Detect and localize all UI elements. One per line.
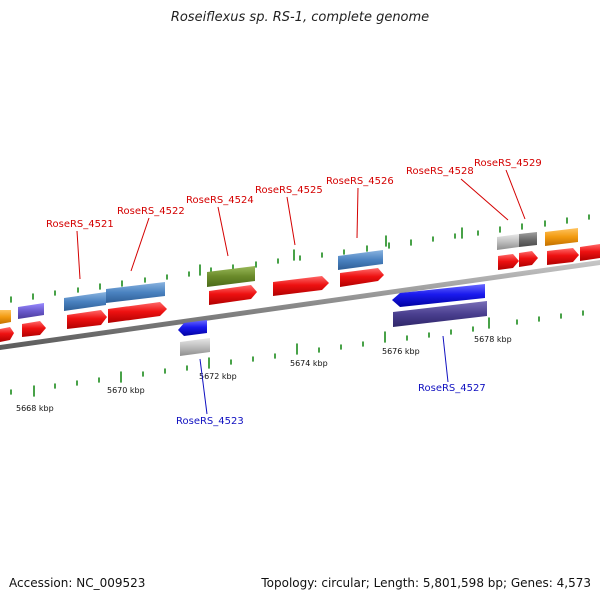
cds-blue-4527[interactable] (392, 284, 485, 307)
gene-label-4523[interactable]: RoseRS_4523 (176, 416, 244, 427)
leader-4527 (442, 335, 449, 383)
scale-label-5674: 5674 kbp (290, 359, 328, 368)
gene-label-4525[interactable]: RoseRS_4525 (255, 185, 323, 196)
genome-summary-text: Topology: circular; Length: 5,801,598 bp… (261, 576, 591, 590)
feature-gray-4523[interactable] (180, 338, 210, 356)
cds-red-4526[interactable] (340, 268, 384, 287)
cds-red-right-edge[interactable] (580, 244, 600, 261)
leader-4528 (460, 178, 509, 221)
leader-4526 (356, 187, 359, 239)
scale-label-5670: 5670 kbp (107, 386, 145, 395)
cds-red-4528[interactable] (498, 254, 519, 270)
leader-4522 (130, 217, 150, 272)
cds-red-left-edge[interactable] (0, 327, 14, 342)
cds-red-4521[interactable] (67, 310, 107, 329)
scale-label-5668: 5668 kbp (16, 404, 54, 413)
feature-orange-right[interactable] (545, 228, 578, 246)
cds-red-right-1[interactable] (547, 248, 579, 265)
feature-navy-4527[interactable] (393, 301, 487, 327)
cds-red-4524[interactable] (209, 285, 257, 305)
leader-4525 (286, 196, 296, 246)
feature-orange-left[interactable] (0, 310, 11, 324)
gene-label-4522[interactable]: RoseRS_4522 (117, 206, 185, 217)
cds-blue-4523[interactable] (178, 320, 207, 336)
leader-4529 (505, 169, 526, 220)
feature-olive-4524[interactable] (207, 266, 255, 287)
cds-red-small-1[interactable] (22, 321, 46, 337)
feature-purple-small[interactable] (18, 303, 44, 319)
gene-label-4527[interactable]: RoseRS_4527 (418, 383, 486, 394)
cds-red-4525[interactable] (273, 276, 329, 296)
feature-steelblue-4526[interactable] (338, 250, 383, 270)
reverse-tick-track (10, 310, 584, 397)
scale-label-5676: 5676 kbp (382, 347, 420, 356)
feature-darkgray-4529[interactable] (519, 232, 537, 247)
genome-backbone (0, 260, 600, 350)
leader-4521 (76, 230, 81, 280)
gene-label-4528[interactable]: RoseRS_4528 (406, 166, 474, 177)
feature-steelblue-4521[interactable] (64, 292, 106, 311)
feature-gray-4528[interactable] (497, 234, 519, 250)
scale-label-5672: 5672 kbp (199, 372, 237, 381)
cds-red-4529[interactable] (519, 251, 538, 267)
gene-label-4529[interactable]: RoseRS_4529 (474, 158, 542, 169)
gene-label-4526[interactable]: RoseRS_4526 (326, 176, 394, 187)
leader-4523 (199, 358, 208, 415)
gene-label-4521[interactable]: RoseRS_4521 (46, 219, 114, 230)
cds-red-4522[interactable] (108, 302, 167, 323)
feature-steelblue-4522[interactable] (106, 282, 165, 303)
leader-lines (76, 169, 526, 415)
leader-4524 (217, 206, 229, 257)
scale-label-5678: 5678 kbp (474, 335, 512, 344)
gene-label-4524[interactable]: RoseRS_4524 (186, 195, 254, 206)
accession-text: Accession: NC_009523 (9, 576, 146, 590)
map-title: Roseiflexus sp. RS-1, complete genome (170, 10, 430, 25)
